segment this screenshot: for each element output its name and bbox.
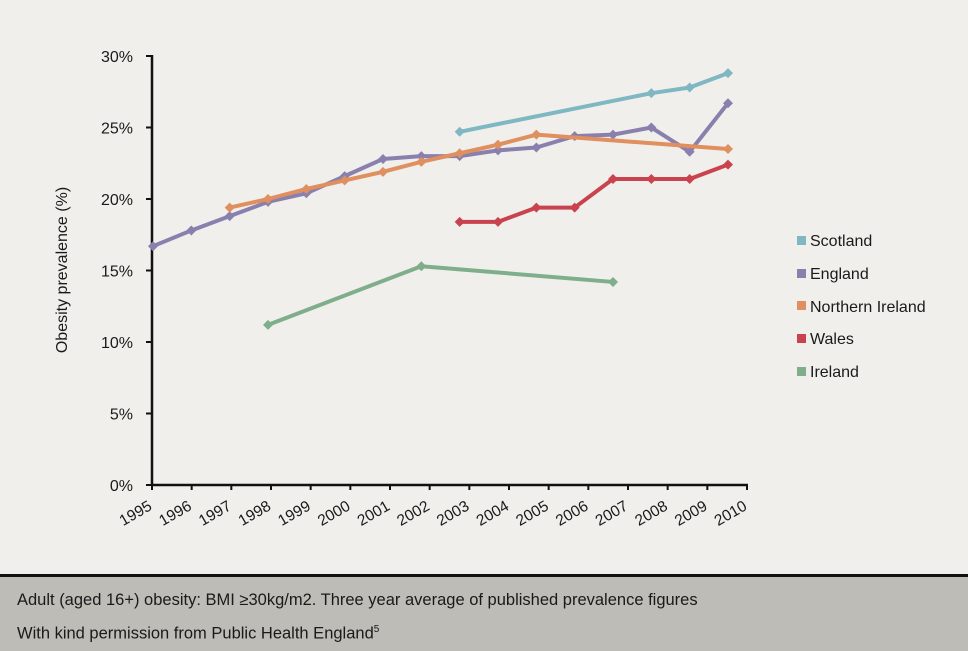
series-england: [148, 98, 733, 252]
legend-swatch-northern-ireland: [797, 301, 806, 311]
data-point-england: [493, 145, 503, 156]
x-tick-label: 2010: [712, 498, 751, 530]
series-ireland: [263, 261, 618, 330]
x-tick-label: 2000: [315, 498, 354, 530]
legend-swatch-wales: [797, 333, 806, 343]
legend-swatch-scotland: [797, 235, 806, 245]
legend-label: Wales: [810, 331, 854, 349]
figure-caption: Adult (aged 16+) obesity: BMI ≥30kg/m2. …: [0, 574, 968, 651]
data-point-northern-ireland: [378, 166, 388, 177]
data-point-england: [684, 146, 695, 157]
data-point-wales: [723, 159, 733, 170]
y-tick-label: 0%: [110, 478, 133, 495]
y-tick-label: 25%: [101, 121, 133, 138]
data-point-england: [224, 211, 235, 222]
legend-item-england: England: [797, 259, 926, 292]
caption-credit: With kind permission from Public Health …: [17, 624, 379, 644]
data-point-scotland: [454, 126, 465, 137]
data-point-england: [416, 151, 427, 162]
data-point-northern-ireland: [454, 148, 465, 159]
series-line-ireland: [266, 264, 615, 327]
x-tick-label: 2003: [434, 498, 472, 530]
legend-item-scotland: Scotland: [797, 226, 926, 259]
series-scotland: [454, 68, 733, 137]
data-point-northern-ireland: [263, 194, 273, 204]
data-point-england: [531, 142, 542, 153]
data-point-northern-ireland: [493, 139, 503, 150]
y-axis-label: Obesity prevalence (%): [54, 187, 71, 353]
legend-item-wales: Wales: [797, 324, 926, 357]
legend-label: Northern Ireland: [810, 298, 926, 316]
data-point-wales: [684, 173, 695, 184]
legend-swatch-england: [797, 268, 806, 278]
y-axis: 0% 5% 10% 15% 20% 25% 30%: [101, 49, 154, 495]
y-tick-label: 15%: [101, 264, 133, 281]
line-chart: 0% 5% 10% 15% 20% 25% 30% 1995 1996 1997 1998 1999…: [54, 49, 751, 530]
data-point-wales: [531, 202, 542, 213]
y-tick-label: 20%: [101, 192, 133, 209]
data-point-northern-ireland: [339, 175, 350, 186]
x-tick-label: 1999: [275, 498, 313, 530]
data-point-england: [723, 98, 733, 109]
data-point-scotland: [684, 82, 695, 93]
series-line-northern-ireland: [227, 132, 730, 210]
x-tick-label: 1997: [196, 498, 234, 530]
series-line-wales: [457, 162, 730, 224]
data-point-england: [608, 129, 618, 140]
x-tick-label: 2006: [553, 498, 591, 530]
data-point-england: [148, 241, 158, 252]
legend: Scotland England Northern Ireland Wales …: [797, 226, 926, 389]
series-wales: [454, 159, 733, 227]
data-point-wales: [493, 216, 503, 227]
data-point-northern-ireland: [531, 129, 542, 140]
data-point-wales: [608, 173, 618, 184]
y-tick-label: 5%: [110, 407, 133, 424]
x-tick-label: 2004: [474, 498, 513, 530]
series-northern-ireland: [224, 129, 733, 213]
x-tick-label: 2005: [513, 498, 551, 530]
x-tick-label: 2009: [672, 498, 710, 530]
data-point-ireland: [263, 319, 273, 330]
y-tick-label: 10%: [101, 335, 133, 352]
x-tick-label: 2007: [593, 498, 631, 530]
data-point-northern-ireland: [723, 143, 733, 154]
legend-item-northern-ireland: Northern Ireland: [797, 291, 926, 324]
data-point-northern-ireland: [416, 156, 427, 167]
x-tick-label: 2002: [394, 498, 432, 530]
series-line-scotland: [457, 71, 730, 134]
series-line-england: [151, 101, 730, 249]
legend-item-ireland: Ireland: [797, 357, 926, 390]
data-point-ireland: [416, 261, 427, 272]
data-point-england: [186, 225, 197, 236]
x-tick-label: 1998: [236, 498, 274, 530]
x-axis: 1995 1996 1997 1998 1999 2000 2001 2002 2003 2004…: [117, 483, 751, 530]
caption-reference: 5: [373, 624, 380, 635]
data-point-scotland: [723, 68, 733, 79]
caption-note: Adult (aged 16+) obesity: BMI ≥30kg/m2. …: [17, 591, 698, 609]
data-point-northern-ireland: [301, 183, 312, 194]
data-point-northern-ireland: [224, 202, 235, 213]
series-group: [148, 68, 733, 330]
legend-label: Ireland: [810, 364, 859, 382]
x-tick-label: 1996: [156, 498, 194, 530]
y-tick-label: 30%: [101, 49, 133, 66]
data-point-scotland: [646, 88, 657, 99]
x-tick-label: 2008: [632, 498, 670, 530]
data-point-wales: [454, 216, 465, 227]
caption-credit-text: With kind permission from Public Health …: [17, 624, 374, 643]
data-point-wales: [569, 202, 580, 213]
legend-label: England: [810, 266, 869, 284]
data-point-england: [378, 153, 388, 164]
legend-label: Scotland: [810, 233, 873, 251]
data-point-england: [646, 122, 657, 133]
data-point-wales: [646, 173, 657, 184]
x-tick-label: 2001: [355, 498, 393, 530]
data-point-ireland: [608, 276, 618, 287]
legend-swatch-ireland: [797, 366, 806, 376]
x-tick-label: 1995: [117, 498, 155, 530]
